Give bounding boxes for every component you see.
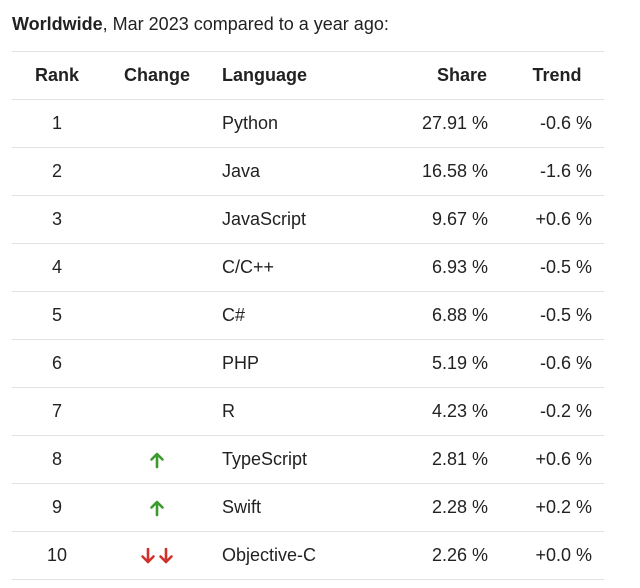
table-header: Rank Change Language Share Trend — [12, 51, 604, 100]
arrow-up-icon — [149, 499, 165, 517]
table-row: 1 Python 27.91 % -0.6 % — [12, 99, 604, 148]
trend-cell: +0.6 % — [502, 435, 604, 484]
language-cell: TypeScript — [212, 435, 382, 484]
rank-cell: 5 — [12, 291, 102, 340]
change-cell — [102, 387, 212, 436]
trend-cell: -0.5 % — [502, 243, 604, 292]
rank-cell: 6 — [12, 339, 102, 388]
language-cell: C# — [212, 291, 382, 340]
trend-cell: +0.0 % — [502, 531, 604, 580]
language-cell: Java — [212, 147, 382, 196]
share-cell: 2.81 % — [382, 435, 502, 484]
column-header-share: Share — [382, 51, 502, 100]
change-cell — [102, 483, 212, 532]
share-cell: 5.19 % — [382, 339, 502, 388]
trend-cell: -0.6 % — [502, 99, 604, 148]
table-row: 8 TypeScript 2.81 % +0.6 % — [12, 435, 604, 484]
share-cell: 2.26 % — [382, 531, 502, 580]
change-cell — [102, 339, 212, 388]
share-cell: 9.67 % — [382, 195, 502, 244]
change-cell — [102, 147, 212, 196]
share-cell: 2.28 % — [382, 483, 502, 532]
language-cell: JavaScript — [212, 195, 382, 244]
share-cell: 4.23 % — [382, 387, 502, 436]
share-cell: 6.93 % — [382, 243, 502, 292]
language-cell: Swift — [212, 483, 382, 532]
change-cell — [102, 195, 212, 244]
table-row: 4 C/C++ 6.93 % -0.5 % — [12, 243, 604, 292]
rank-cell: 7 — [12, 387, 102, 436]
change-cell — [102, 291, 212, 340]
rank-cell: 10 — [12, 531, 102, 580]
rank-cell: 8 — [12, 435, 102, 484]
arrow-down-icon — [140, 547, 156, 565]
column-header-rank: Rank — [12, 51, 102, 100]
column-header-language: Language — [212, 51, 382, 100]
trend-cell: -0.6 % — [502, 339, 604, 388]
language-cell: PHP — [212, 339, 382, 388]
change-indicator — [140, 546, 174, 566]
change-cell — [102, 99, 212, 148]
change-cell — [102, 531, 212, 580]
share-cell: 6.88 % — [382, 291, 502, 340]
rank-cell: 3 — [12, 195, 102, 244]
header-row: Rank Change Language Share Trend — [12, 51, 604, 100]
language-cell: Objective-C — [212, 531, 382, 580]
rank-cell: 2 — [12, 147, 102, 196]
title-region: Worldwide — [12, 14, 103, 34]
change-indicator — [149, 498, 165, 518]
language-cell: C/C++ — [212, 243, 382, 292]
rank-cell: 9 — [12, 483, 102, 532]
share-cell: 27.91 % — [382, 99, 502, 148]
arrow-up-icon — [149, 451, 165, 469]
language-cell: Python — [212, 99, 382, 148]
column-header-change: Change — [102, 51, 212, 100]
change-cell — [102, 243, 212, 292]
table-row: 5 C# 6.88 % -0.5 % — [12, 291, 604, 340]
trend-cell: -1.6 % — [502, 147, 604, 196]
share-cell: 16.58 % — [382, 147, 502, 196]
language-ranking-table: Rank Change Language Share Trend 1 Python… — [12, 51, 604, 580]
title-description: , Mar 2023 compared to a year ago: — [102, 14, 389, 34]
arrow-down-icon — [158, 547, 174, 565]
change-indicator — [149, 450, 165, 470]
trend-cell: +0.2 % — [502, 483, 604, 532]
language-cell: R — [212, 387, 382, 436]
trend-cell: -0.5 % — [502, 291, 604, 340]
table-row: 3 JavaScript 9.67 % +0.6 % — [12, 195, 604, 244]
column-header-trend: Trend — [502, 51, 604, 100]
rank-cell: 1 — [12, 99, 102, 148]
table-row: 6 PHP 5.19 % -0.6 % — [12, 339, 604, 388]
change-cell — [102, 435, 212, 484]
trend-cell: +0.6 % — [502, 195, 604, 244]
table-row: 9 Swift 2.28 % +0.2 % — [12, 483, 604, 532]
table-row: 7 R 4.23 % -0.2 % — [12, 387, 604, 436]
table-row: 2 Java 16.58 % -1.6 % — [12, 147, 604, 196]
trend-cell: -0.2 % — [502, 387, 604, 436]
table-row: 10 Objective-C 2.26 % +0.0 % — [12, 531, 604, 580]
page-title: Worldwide, Mar 2023 compared to a year a… — [12, 12, 389, 36]
table-body: 1 Python 27.91 % -0.6 % 2 Java 16.58 % -1.6 % 3 J… — [12, 99, 604, 580]
rank-cell: 4 — [12, 243, 102, 292]
